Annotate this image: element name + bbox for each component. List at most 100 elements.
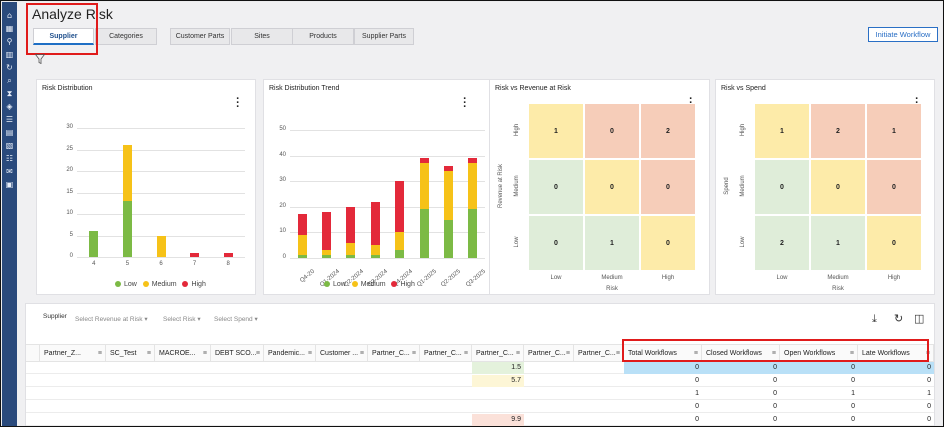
bar-medium-2[interactable] — [156, 235, 166, 257]
bar-medium-6[interactable] — [443, 170, 453, 220]
bar-low-3[interactable] — [370, 255, 380, 258]
tab-sites[interactable]: Sites — [231, 28, 293, 45]
chart-icon[interactable]: ▧ — [5, 141, 14, 150]
heat-cell-2-0[interactable]: 0 — [528, 215, 584, 271]
column-menu-icon[interactable]: ≡ — [771, 350, 776, 357]
bar-high-3[interactable] — [370, 201, 380, 246]
heat-cell-2-1[interactable]: 1 — [810, 215, 866, 271]
hourglass-icon[interactable]: ⧗ — [6, 89, 13, 98]
refresh-icon[interactable]: ↻ — [894, 312, 904, 325]
column-header-0[interactable] — [26, 344, 40, 362]
filter-icon[interactable] — [35, 54, 45, 64]
column-header-8[interactable]: Partner_C... ≡ — [420, 344, 472, 362]
column-menu-icon[interactable]: ≡ — [615, 350, 620, 357]
heat-cell-2-0[interactable]: 2 — [754, 215, 810, 271]
list-icon[interactable]: ☰ — [5, 115, 14, 124]
tab-products[interactable]: Products — [292, 28, 354, 45]
heat-cell-1-1[interactable]: 0 — [584, 159, 640, 215]
heat-cell-2-1[interactable]: 1 — [584, 215, 640, 271]
bar-medium-3[interactable] — [370, 245, 380, 256]
refresh-icon[interactable]: ↻ — [6, 63, 13, 72]
table-row[interactable]: 1.5 0 0 0 0 — [26, 362, 934, 374]
column-menu-icon[interactable]: ≡ — [146, 350, 151, 357]
heat-cell-2-2[interactable]: 0 — [640, 215, 696, 271]
megaphone-icon[interactable]: ✉ — [6, 167, 13, 176]
bar-medium-0[interactable] — [297, 234, 307, 256]
heat-cell-1-1[interactable]: 0 — [810, 159, 866, 215]
table-row[interactable]: 0 0 0 0 — [26, 401, 934, 413]
table-row[interactable]: 9.9 0 0 0 0 — [26, 414, 934, 426]
column-header-11[interactable]: Partner_C... ≡ — [574, 344, 624, 362]
bar-medium-5[interactable] — [419, 163, 429, 210]
shield-icon[interactable]: ◈ — [6, 102, 13, 111]
column-header-10[interactable]: Partner_C... ≡ — [524, 344, 574, 362]
column-menu-icon[interactable]: ≡ — [255, 350, 260, 357]
heat-cell-0-2[interactable]: 1 — [866, 103, 922, 159]
bar-high-0[interactable] — [297, 214, 307, 235]
heat-cell-1-0[interactable]: 0 — [528, 159, 584, 215]
bar-high-6[interactable] — [443, 165, 453, 171]
column-menu-icon[interactable]: ≡ — [97, 350, 102, 357]
table-row[interactable]: 5.7 0 0 0 0 — [26, 375, 934, 387]
column-menu-icon[interactable]: ≡ — [849, 350, 854, 357]
revenue-risk-select[interactable]: Select Revenue at Risk ▾ — [75, 316, 148, 323]
column-header-4[interactable]: DEBT SCO... ≡ — [211, 344, 264, 362]
tab-supplier[interactable]: Supplier — [33, 28, 94, 45]
people-icon[interactable]: ☷ — [5, 154, 14, 163]
bar-high-1[interactable] — [322, 211, 332, 251]
initiate-workflow-button[interactable]: Initiate Workflow — [868, 27, 938, 42]
download-icon[interactable]: ⤓ — [872, 312, 877, 325]
bar-medium-7[interactable] — [468, 163, 478, 210]
tab-supplier-parts[interactable]: Supplier Parts — [354, 28, 414, 45]
column-header-1[interactable]: Partner_Z... ≡ — [40, 344, 106, 362]
bar-low-1[interactable] — [122, 201, 132, 257]
tab-customer-parts[interactable]: Customer Parts — [170, 28, 230, 45]
bar-low-7[interactable] — [468, 209, 478, 258]
column-header-6[interactable]: Customer ... ≡ — [316, 344, 368, 362]
grid-icon[interactable]: ▤ — [5, 128, 14, 137]
heat-cell-0-0[interactable]: 1 — [528, 103, 584, 159]
bar-medium-1[interactable] — [122, 145, 132, 202]
search-icon[interactable]: ⌕ — [7, 76, 12, 85]
heat-cell-0-2[interactable]: 2 — [640, 103, 696, 159]
bar-low-2[interactable] — [346, 255, 356, 258]
columns-icon[interactable]: ◫ — [914, 312, 925, 325]
column-menu-icon[interactable]: ≡ — [359, 350, 364, 357]
bar-medium-4[interactable] — [395, 232, 405, 251]
heat-cell-1-2[interactable]: 0 — [866, 159, 922, 215]
column-menu-icon[interactable]: ≡ — [411, 350, 416, 357]
heat-cell-0-0[interactable]: 1 — [754, 103, 810, 159]
heat-cell-2-2[interactable]: 0 — [866, 215, 922, 271]
bar-high-4[interactable] — [395, 181, 405, 233]
heat-cell-0-1[interactable]: 2 — [810, 103, 866, 159]
bar-medium-1[interactable] — [322, 250, 332, 256]
home-icon[interactable]: ⌂ — [6, 11, 13, 20]
calendar-icon[interactable]: ▦ — [5, 24, 14, 33]
bar-high-7[interactable] — [468, 158, 478, 164]
heat-cell-1-0[interactable]: 0 — [754, 159, 810, 215]
bar-low-0[interactable] — [297, 255, 307, 258]
risk-distribution-menu-icon[interactable]: · · · — [236, 93, 240, 113]
column-menu-icon[interactable]: ≡ — [693, 350, 698, 357]
factory-icon[interactable]: ▥ — [5, 50, 14, 59]
bar-low-4[interactable] — [395, 250, 405, 258]
column-menu-icon[interactable]: ≡ — [463, 350, 468, 357]
column-header-7[interactable]: Partner_C... ≡ — [368, 344, 420, 362]
building-icon[interactable]: ▣ — [5, 180, 14, 189]
org-chart-icon[interactable]: ⚲ — [6, 37, 13, 46]
risk-select[interactable]: Select Risk ▾ — [163, 316, 201, 323]
bar-low-0[interactable] — [89, 231, 99, 257]
spend-select[interactable]: Select Spend ▾ — [214, 316, 258, 323]
column-header-3[interactable]: MACROE... ≡ — [155, 344, 211, 362]
column-header-5[interactable]: Pandemic... ≡ — [264, 344, 316, 362]
bar-low-6[interactable] — [443, 219, 453, 258]
heat-cell-1-2[interactable]: 0 — [640, 159, 696, 215]
tab-categories[interactable]: Categories — [95, 28, 157, 45]
bar-low-1[interactable] — [322, 255, 332, 258]
bar-high-4[interactable] — [223, 252, 233, 257]
column-header-9[interactable]: Partner_C... ≡ — [472, 344, 524, 362]
heat-cell-0-1[interactable]: 0 — [584, 103, 640, 159]
column-menu-icon[interactable]: ≡ — [307, 350, 312, 357]
bar-high-2[interactable] — [346, 206, 356, 243]
column-header-2[interactable]: SC_Test ≡ — [106, 344, 155, 362]
